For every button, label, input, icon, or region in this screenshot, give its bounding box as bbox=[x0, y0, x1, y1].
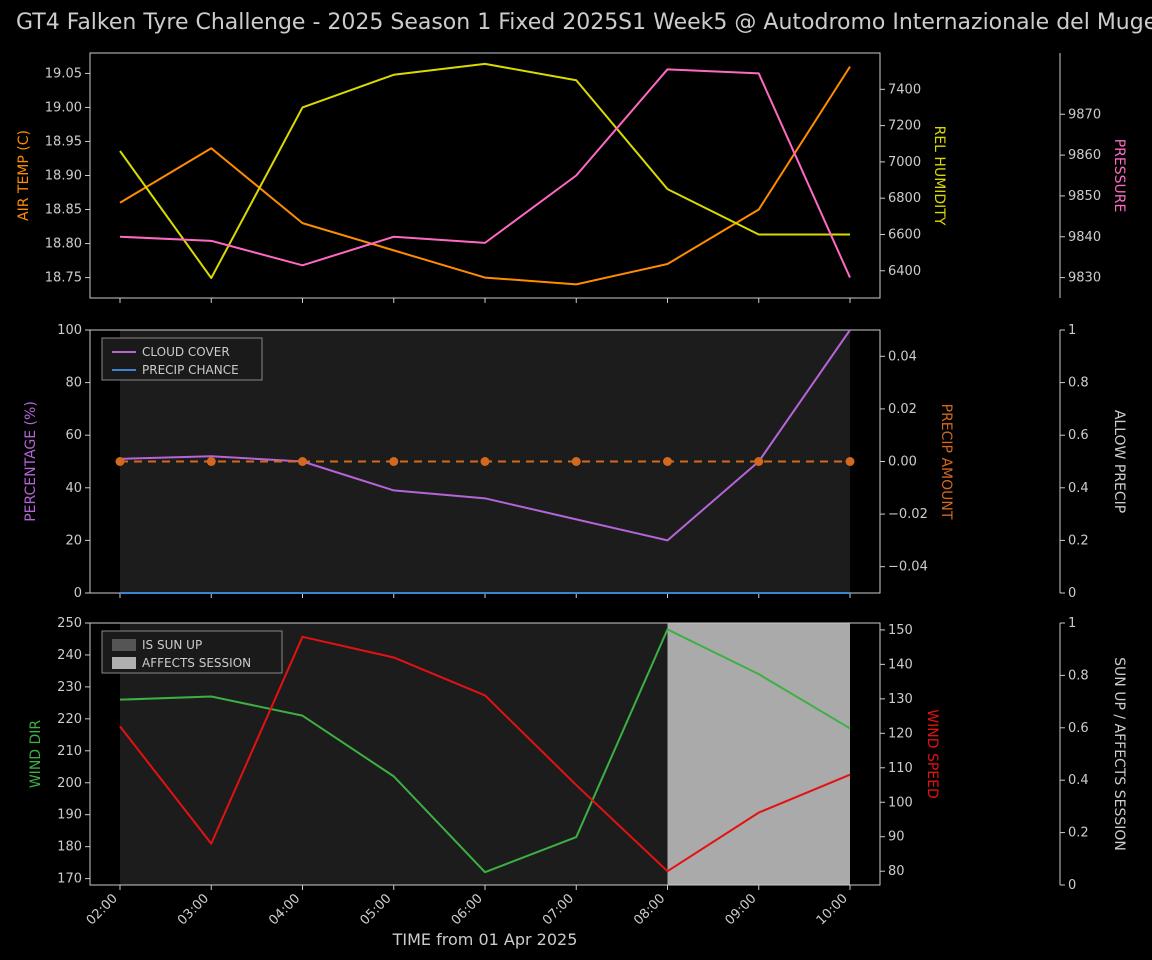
svg-text:05:00: 05:00 bbox=[357, 891, 394, 928]
svg-text:250: 250 bbox=[57, 616, 82, 631]
svg-text:7400: 7400 bbox=[888, 82, 921, 97]
svg-text:9860: 9860 bbox=[1068, 148, 1101, 163]
svg-text:0.2: 0.2 bbox=[1068, 533, 1089, 548]
svg-text:18.75: 18.75 bbox=[45, 271, 82, 286]
svg-text:−0.04: −0.04 bbox=[888, 560, 928, 575]
svg-text:190: 190 bbox=[57, 808, 82, 823]
svg-text:6600: 6600 bbox=[888, 227, 921, 242]
svg-text:WIND SPEED: WIND SPEED bbox=[924, 709, 940, 798]
svg-text:PERCENTAGE (%): PERCENTAGE (%) bbox=[23, 401, 39, 522]
svg-text:18.90: 18.90 bbox=[45, 169, 82, 184]
svg-text:0.02: 0.02 bbox=[888, 402, 917, 417]
svg-text:AFFECTS SESSION: AFFECTS SESSION bbox=[142, 656, 251, 670]
svg-text:40: 40 bbox=[65, 481, 82, 496]
svg-text:210: 210 bbox=[57, 744, 82, 759]
svg-text:04:00: 04:00 bbox=[266, 891, 303, 928]
svg-text:230: 230 bbox=[57, 680, 82, 695]
svg-text:7200: 7200 bbox=[888, 119, 921, 134]
svg-text:9840: 9840 bbox=[1068, 230, 1101, 245]
svg-text:110: 110 bbox=[888, 761, 913, 776]
svg-text:9870: 9870 bbox=[1068, 107, 1101, 122]
svg-text:SUN UP / AFFECTS SESSION: SUN UP / AFFECTS SESSION bbox=[1111, 657, 1127, 851]
svg-text:9850: 9850 bbox=[1068, 189, 1101, 204]
svg-text:10:00: 10:00 bbox=[814, 891, 851, 928]
svg-text:PRECIP CHANCE: PRECIP CHANCE bbox=[142, 363, 239, 377]
svg-text:0.6: 0.6 bbox=[1068, 721, 1089, 736]
svg-text:120: 120 bbox=[888, 726, 913, 741]
svg-text:150: 150 bbox=[888, 623, 913, 638]
svg-text:1: 1 bbox=[1068, 616, 1076, 631]
svg-text:0.4: 0.4 bbox=[1068, 481, 1089, 496]
svg-text:6400: 6400 bbox=[888, 264, 921, 279]
svg-text:7000: 7000 bbox=[888, 155, 921, 170]
svg-text:100: 100 bbox=[57, 323, 82, 338]
svg-text:20: 20 bbox=[65, 533, 82, 548]
svg-text:06:00: 06:00 bbox=[449, 891, 486, 928]
svg-text:AIR TEMP (C): AIR TEMP (C) bbox=[16, 130, 32, 221]
svg-text:80: 80 bbox=[888, 864, 905, 879]
svg-text:0.2: 0.2 bbox=[1068, 826, 1089, 841]
svg-text:0.8: 0.8 bbox=[1068, 668, 1089, 683]
weather-chart: 18.75 18.80 18.85 18.90 18.95 19.00 19.05 AIR T… bbox=[0, 35, 1152, 955]
svg-text:08:00: 08:00 bbox=[631, 891, 668, 928]
svg-text:60: 60 bbox=[65, 428, 82, 443]
svg-text:1: 1 bbox=[1068, 323, 1076, 338]
svg-text:PRESSURE: PRESSURE bbox=[1111, 139, 1127, 213]
svg-text:240: 240 bbox=[57, 648, 82, 663]
svg-text:07:00: 07:00 bbox=[540, 891, 577, 928]
svg-text:−0.02: −0.02 bbox=[888, 507, 928, 522]
svg-text:02:00: 02:00 bbox=[84, 891, 121, 928]
svg-text:220: 220 bbox=[57, 712, 82, 727]
svg-text:0.00: 0.00 bbox=[888, 455, 917, 470]
svg-text:03:00: 03:00 bbox=[175, 891, 212, 928]
svg-text:100: 100 bbox=[888, 795, 913, 810]
svg-text:200: 200 bbox=[57, 776, 82, 791]
svg-text:130: 130 bbox=[888, 692, 913, 707]
svg-text:18.85: 18.85 bbox=[45, 203, 82, 218]
svg-text:170: 170 bbox=[57, 872, 82, 887]
svg-text:0: 0 bbox=[1068, 586, 1076, 601]
svg-text:ALLOW PRECIP: ALLOW PRECIP bbox=[1111, 410, 1127, 513]
svg-text:19.00: 19.00 bbox=[45, 100, 82, 115]
svg-text:WIND DIR: WIND DIR bbox=[28, 720, 44, 789]
svg-text:9830: 9830 bbox=[1068, 271, 1101, 286]
svg-text:90: 90 bbox=[888, 830, 905, 845]
svg-text:19.05: 19.05 bbox=[45, 66, 82, 81]
svg-text:18.80: 18.80 bbox=[45, 237, 82, 252]
svg-text:6800: 6800 bbox=[888, 191, 921, 206]
page-title: GT4 Falken Tyre Challenge - 2025 Season … bbox=[0, 0, 1152, 35]
svg-text:0: 0 bbox=[1068, 878, 1076, 893]
svg-text:0.04: 0.04 bbox=[888, 349, 917, 364]
svg-text:80: 80 bbox=[65, 376, 82, 391]
svg-text:TIME from 01 Apr 2025: TIME from 01 Apr 2025 bbox=[392, 930, 578, 949]
svg-text:18.95: 18.95 bbox=[45, 134, 82, 149]
svg-text:180: 180 bbox=[57, 840, 82, 855]
svg-text:0.8: 0.8 bbox=[1068, 376, 1089, 391]
svg-text:09:00: 09:00 bbox=[722, 891, 759, 928]
svg-text:0: 0 bbox=[74, 586, 82, 601]
svg-text:PRECIP AMOUNT: PRECIP AMOUNT bbox=[938, 404, 954, 520]
svg-text:0.6: 0.6 bbox=[1068, 428, 1089, 443]
svg-text:IS SUN UP: IS SUN UP bbox=[142, 638, 202, 652]
svg-text:0.4: 0.4 bbox=[1068, 773, 1089, 788]
svg-text:CLOUD COVER: CLOUD COVER bbox=[142, 345, 230, 359]
svg-text:140: 140 bbox=[888, 657, 913, 672]
svg-text:REL HUMIDITY: REL HUMIDITY bbox=[931, 126, 947, 226]
